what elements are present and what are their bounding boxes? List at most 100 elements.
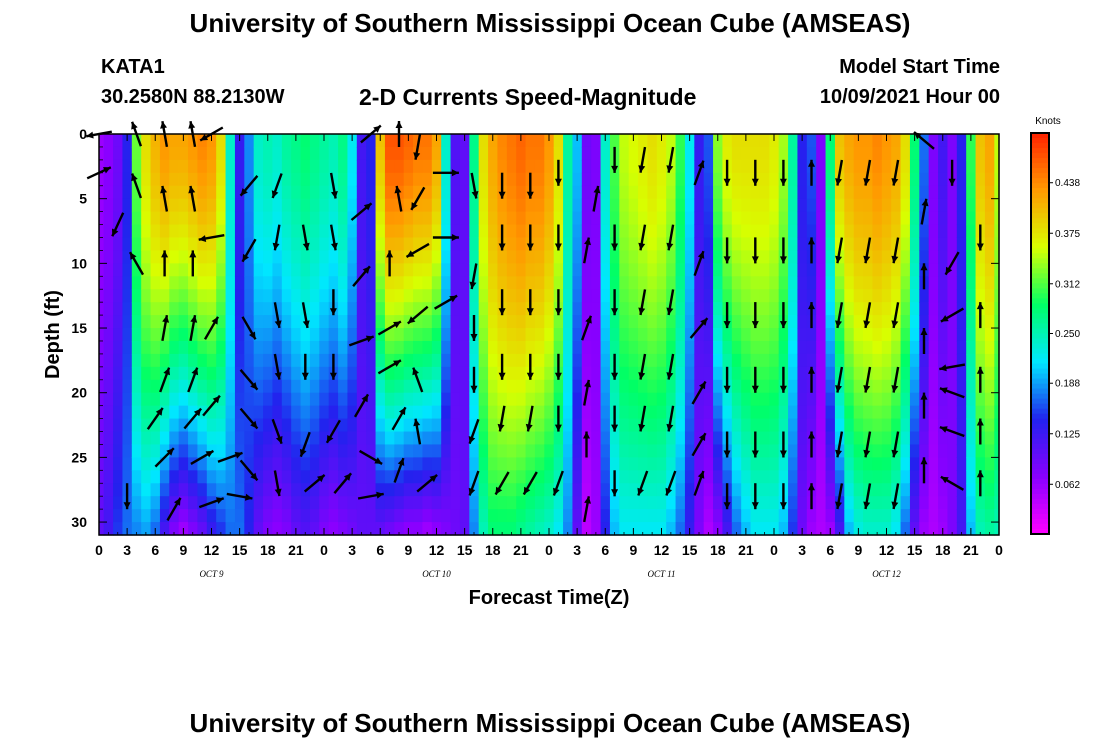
current-vector (303, 473, 326, 493)
heatmap-cell (647, 392, 658, 407)
heatmap-cell (516, 263, 527, 277)
heatmap-cell (441, 328, 452, 342)
heatmap-cell (572, 470, 583, 484)
heatmap-cell (881, 483, 892, 497)
heatmap-cell (750, 392, 761, 407)
heatmap-cell (150, 366, 161, 381)
heatmap-cell (469, 198, 480, 213)
heatmap-cell (197, 134, 208, 148)
heatmap-cell (413, 470, 424, 484)
current-vector (416, 473, 438, 493)
heatmap-cell (356, 431, 367, 446)
heatmap-cell (694, 418, 705, 433)
heatmap-cell (188, 237, 199, 252)
heatmap-cell (825, 328, 836, 342)
heatmap-cell (441, 379, 452, 394)
heatmap-cell (216, 431, 227, 446)
heatmap-cell (675, 340, 686, 355)
heatmap-cell (863, 509, 874, 523)
heatmap-cell (947, 405, 958, 420)
heatmap-cell (563, 353, 574, 368)
heatmap-cell (103, 470, 114, 484)
heatmap-cell (684, 276, 695, 290)
heatmap-cell (909, 418, 920, 433)
current-vector (159, 367, 171, 393)
heatmap-column (891, 134, 902, 536)
heatmap-cell (909, 457, 920, 471)
colorbar-segment (1031, 458, 1049, 465)
heatmap-column (375, 134, 386, 536)
colorbar-segment (1031, 233, 1049, 239)
heatmap-cell (384, 172, 395, 187)
date-label: OCT 10 (422, 569, 451, 579)
heatmap-cell (272, 289, 283, 303)
heatmap-cell (253, 405, 264, 420)
heatmap-cell (966, 328, 977, 342)
x-tick-label: 12 (654, 542, 670, 558)
heatmap-cell (169, 457, 180, 471)
heatmap-cell (844, 328, 855, 342)
current-vector (751, 366, 759, 393)
colorbar-segment (1031, 483, 1049, 490)
heatmap-cell (919, 444, 930, 458)
heatmap-cell (281, 134, 292, 148)
heatmap-cell (647, 496, 658, 510)
heatmap-cell (122, 211, 133, 226)
heatmap-cell (956, 237, 967, 252)
heatmap-cell (469, 289, 480, 303)
colorbar-segment (1031, 493, 1049, 500)
heatmap-cell (778, 405, 789, 420)
heatmap-column (788, 134, 799, 536)
heatmap-column (722, 134, 733, 536)
heatmap-cell (938, 263, 949, 277)
heatmap-cell (525, 509, 536, 523)
heatmap-cell (759, 211, 770, 226)
heatmap-cell (375, 431, 386, 446)
heatmap-cell (647, 366, 658, 381)
current-vector (723, 159, 731, 186)
heatmap-cell (263, 457, 274, 471)
heatmap-cell (450, 366, 461, 381)
heatmap-cell (394, 418, 405, 433)
heatmap-cell (572, 353, 583, 368)
current-vector (638, 353, 647, 380)
heatmap-cell (197, 340, 208, 355)
heatmap-cell (309, 315, 320, 329)
heatmap-cell (956, 470, 967, 484)
heatmap-cell (947, 392, 958, 407)
heatmap-cell (994, 431, 1000, 446)
heatmap-cell (413, 198, 424, 213)
heatmap-cell (591, 457, 602, 471)
current-vector (666, 405, 675, 432)
heatmap-cell (928, 483, 939, 497)
heatmap-cell (131, 134, 142, 148)
heatmap-cell (938, 328, 949, 342)
heatmap-cell (141, 483, 152, 497)
heatmap-cell (506, 276, 517, 290)
heatmap-cell (909, 302, 920, 316)
heatmap-cell (122, 276, 133, 290)
heatmap-cell (675, 483, 686, 497)
heatmap-cell (253, 211, 264, 226)
heatmap-cell (450, 470, 461, 484)
heatmap-cell (356, 457, 367, 471)
heatmap-cell (141, 237, 152, 252)
heatmap-cell (169, 263, 180, 277)
heatmap-cell (188, 211, 199, 226)
heatmap-cell (600, 379, 611, 394)
heatmap-cell (684, 211, 695, 226)
heatmap-cell (375, 483, 386, 497)
heatmap-cell (741, 444, 752, 458)
heatmap-cell (759, 353, 770, 368)
heatmap-column (591, 134, 602, 536)
heatmap-cell (319, 353, 330, 368)
current-vector (410, 186, 426, 211)
heatmap-cell (488, 302, 499, 316)
heatmap-cell (628, 172, 639, 187)
heatmap-column (750, 134, 761, 536)
heatmap-cell (703, 289, 714, 303)
heatmap-cell (431, 496, 442, 510)
x-tick-label: 12 (879, 542, 895, 558)
colorbar-segment (1031, 268, 1049, 274)
heatmap-cell (488, 470, 499, 484)
